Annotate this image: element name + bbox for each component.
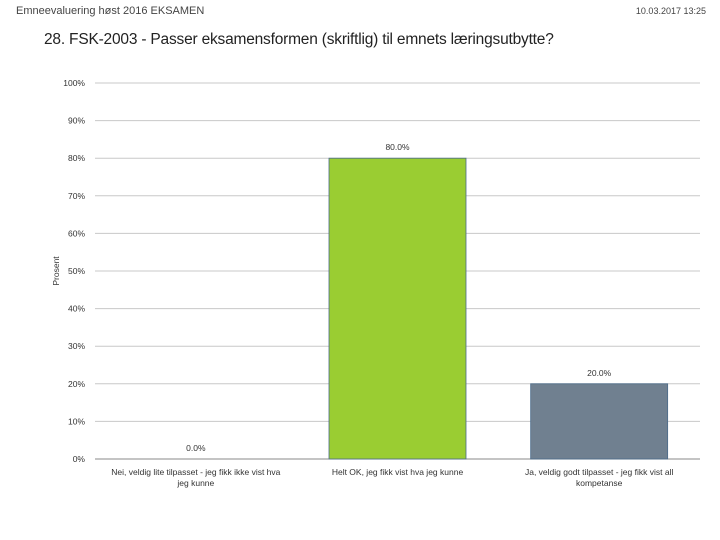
category-label: Ja, veldig godt tilpasset - jeg fikk vis… [525,467,673,488]
y-tick-label: 40% [68,304,85,314]
data-labels: 0.0% 80.0% 20.0% [186,142,612,453]
category-label: Helt OK, jeg fikk vist hva jeg kunne [332,467,464,477]
y-tick-label: 50% [68,266,85,276]
y-tick-label: 70% [68,191,85,201]
report-header-title: Emneevaluering høst 2016 EKSAMEN [16,5,205,17]
y-tick-label: 0% [73,454,86,464]
data-label: 0.0% [186,443,206,453]
y-tick-label: 30% [68,341,85,351]
bars [328,157,669,460]
report-timestamp: 10.03.2017 13:25 [635,6,706,16]
y-tick-label: 20% [68,379,85,389]
y-tick-label: 60% [68,228,85,238]
y-tick-label: 90% [68,116,85,126]
y-tick-label: 100% [63,78,85,88]
category-labels: Nei, veldig lite tilpasset - jeg fikk ik… [111,467,673,488]
category-label: Nei, veldig lite tilpasset - jeg fikk ik… [111,467,280,488]
chart-title: 28. FSK-2003 - Passer eksamensformen (sk… [44,31,554,48]
data-label: 20.0% [587,368,612,378]
data-label: 80.0% [385,142,410,152]
y-tick-label: 10% [68,416,85,426]
y-tick-label: 80% [68,153,85,163]
y-axis-ticks: 0% 10% 20% 30% 40% 50% 60% 70% 80% 90% 100% [63,78,85,464]
bar [328,157,467,460]
y-axis-title: Prosent [51,256,61,286]
bar [530,383,669,460]
